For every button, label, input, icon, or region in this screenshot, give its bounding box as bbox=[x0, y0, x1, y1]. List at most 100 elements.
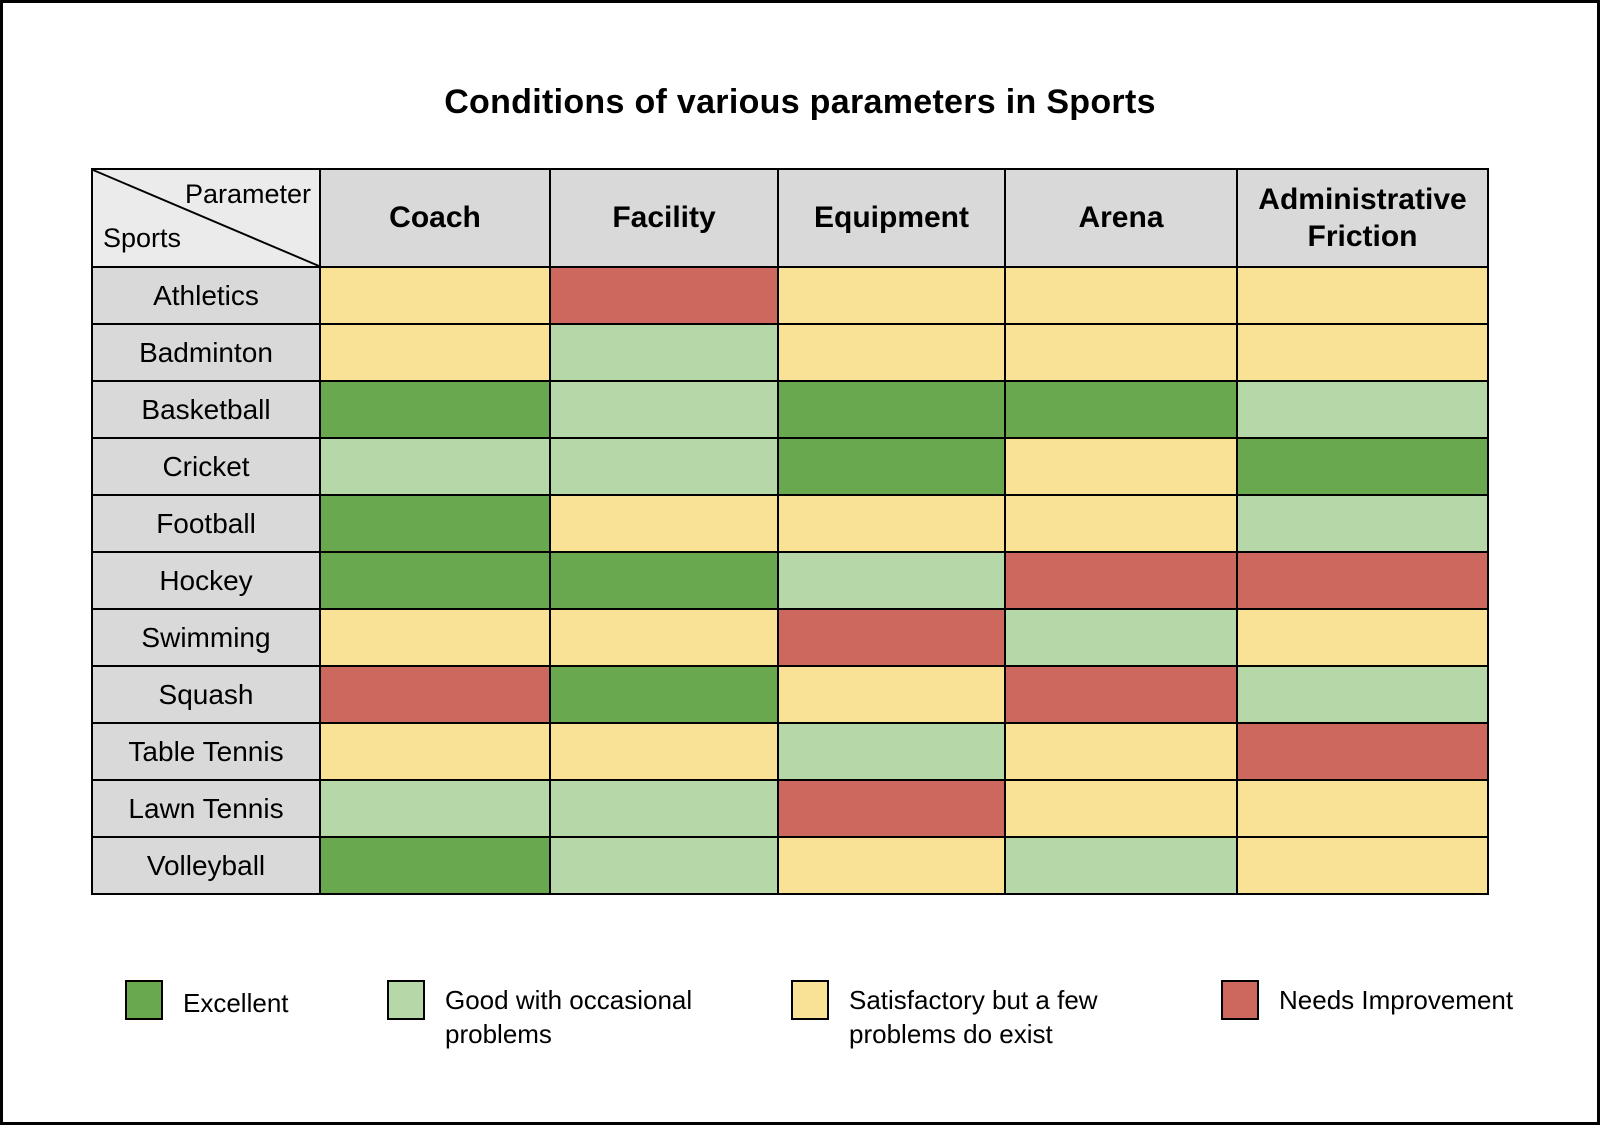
legend-item-needs-improvement: Needs Improvement bbox=[1221, 979, 1513, 1020]
legend: Excellent Good with occasional problems Sa… bbox=[125, 979, 1597, 1052]
cell-football-facility bbox=[549, 494, 779, 553]
col-header-administrative-friction: Administrative Friction bbox=[1236, 168, 1489, 268]
row-label-swimming: Swimming bbox=[91, 608, 321, 667]
cell-table-tennis-coach bbox=[319, 722, 551, 781]
chart-title: Conditions of various parameters in Spor… bbox=[444, 83, 1156, 121]
legend-label-satisfactory: Satisfactory but a few problems do exist bbox=[849, 985, 1098, 1049]
cell-squash-arena bbox=[1004, 665, 1238, 724]
legend-label-good: Good with occasional problems bbox=[445, 985, 693, 1049]
cell-badminton-equipment bbox=[777, 323, 1006, 382]
col-header-equipment: Equipment bbox=[777, 168, 1006, 268]
cell-basketball-arena bbox=[1004, 380, 1238, 439]
cell-athletics-administrative-friction bbox=[1236, 266, 1489, 325]
row-label-football: Football bbox=[91, 494, 321, 553]
legend-item-good: Good with occasional problems bbox=[387, 979, 791, 1052]
table-row: Volleyball bbox=[91, 836, 1489, 895]
cell-hockey-coach bbox=[319, 551, 551, 610]
cell-cricket-arena bbox=[1004, 437, 1238, 496]
cell-hockey-facility bbox=[549, 551, 779, 610]
cell-cricket-administrative-friction bbox=[1236, 437, 1489, 496]
table-row: Athletics bbox=[91, 266, 1489, 325]
table-row: Football bbox=[91, 494, 1489, 553]
row-label-hockey: Hockey bbox=[91, 551, 321, 610]
cell-athletics-facility bbox=[549, 266, 779, 325]
cell-squash-administrative-friction bbox=[1236, 665, 1489, 724]
cell-badminton-facility bbox=[549, 323, 779, 382]
cell-cricket-equipment bbox=[777, 437, 1006, 496]
cell-volleyball-coach bbox=[319, 836, 551, 895]
cell-squash-equipment bbox=[777, 665, 1006, 724]
cell-table-tennis-arena bbox=[1004, 722, 1238, 781]
cell-cricket-facility bbox=[549, 437, 779, 496]
cell-squash-facility bbox=[549, 665, 779, 724]
corner-header: Parameter Sports bbox=[91, 168, 321, 268]
table-row: Swimming bbox=[91, 608, 1489, 667]
row-label-lawn-tennis: Lawn Tennis bbox=[91, 779, 321, 838]
cell-basketball-coach bbox=[319, 380, 551, 439]
cell-cricket-coach bbox=[319, 437, 551, 496]
table-header: Parameter Sports Coach Facility Equipment A… bbox=[91, 168, 1489, 268]
table-row: Lawn Tennis bbox=[91, 779, 1489, 838]
cell-hockey-equipment bbox=[777, 551, 1006, 610]
row-label-athletics: Athletics bbox=[91, 266, 321, 325]
row-label-basketball: Basketball bbox=[91, 380, 321, 439]
legend-swatch-needs-improvement bbox=[1221, 980, 1259, 1020]
cell-volleyball-facility bbox=[549, 836, 779, 895]
table-row: Badminton bbox=[91, 323, 1489, 382]
col-header-arena: Arena bbox=[1004, 168, 1238, 268]
header-row: Parameter Sports Coach Facility Equipment A… bbox=[91, 168, 1489, 268]
cell-basketball-equipment bbox=[777, 380, 1006, 439]
cell-swimming-equipment bbox=[777, 608, 1006, 667]
legend-item-satisfactory: Satisfactory but a few problems do exist bbox=[791, 979, 1221, 1052]
cell-volleyball-administrative-friction bbox=[1236, 836, 1489, 895]
conditions-table: Parameter Sports Coach Facility Equipment A… bbox=[91, 168, 1489, 895]
cell-basketball-administrative-friction bbox=[1236, 380, 1489, 439]
row-label-cricket: Cricket bbox=[91, 437, 321, 496]
cell-badminton-administrative-friction bbox=[1236, 323, 1489, 382]
cell-table-tennis-administrative-friction bbox=[1236, 722, 1489, 781]
cell-volleyball-arena bbox=[1004, 836, 1238, 895]
legend-item-excellent: Excellent bbox=[125, 979, 387, 1021]
cell-swimming-administrative-friction bbox=[1236, 608, 1489, 667]
cell-badminton-arena bbox=[1004, 323, 1238, 382]
row-label-table-tennis: Table Tennis bbox=[91, 722, 321, 781]
cell-football-arena bbox=[1004, 494, 1238, 553]
table-body: Athletics Badminton Basketball Cricket Footb… bbox=[91, 266, 1489, 895]
cell-football-administrative-friction bbox=[1236, 494, 1489, 553]
row-label-squash: Squash bbox=[91, 665, 321, 724]
legend-swatch-satisfactory bbox=[791, 980, 829, 1020]
col-header-facility: Facility bbox=[549, 168, 779, 268]
cell-swimming-arena bbox=[1004, 608, 1238, 667]
legend-label-needs-improvement: Needs Improvement bbox=[1279, 985, 1514, 1015]
cell-lawn-tennis-coach bbox=[319, 779, 551, 838]
corner-label-parameter: Parameter bbox=[184, 179, 311, 209]
cell-volleyball-equipment bbox=[777, 836, 1006, 895]
cell-table-tennis-facility bbox=[549, 722, 779, 781]
row-label-volleyball: Volleyball bbox=[91, 836, 321, 895]
legend-swatch-excellent bbox=[125, 980, 163, 1020]
cell-squash-coach bbox=[319, 665, 551, 724]
table-row: Squash bbox=[91, 665, 1489, 724]
cell-lawn-tennis-arena bbox=[1004, 779, 1238, 838]
cell-athletics-arena bbox=[1004, 266, 1238, 325]
cell-athletics-coach bbox=[319, 266, 551, 325]
cell-table-tennis-equipment bbox=[777, 722, 1006, 781]
cell-lawn-tennis-facility bbox=[549, 779, 779, 838]
cell-lawn-tennis-administrative-friction bbox=[1236, 779, 1489, 838]
cell-athletics-equipment bbox=[777, 266, 1006, 325]
table-row: Cricket bbox=[91, 437, 1489, 496]
cell-football-coach bbox=[319, 494, 551, 553]
cell-hockey-arena bbox=[1004, 551, 1238, 610]
table-row: Table Tennis bbox=[91, 722, 1489, 781]
col-header-coach: Coach bbox=[319, 168, 551, 268]
table-row: Hockey bbox=[91, 551, 1489, 610]
corner-label-sports: Sports bbox=[103, 223, 182, 254]
cell-swimming-coach bbox=[319, 608, 551, 667]
cell-badminton-coach bbox=[319, 323, 551, 382]
table-row: Basketball bbox=[91, 380, 1489, 439]
diagonal-divider bbox=[93, 170, 319, 266]
cell-swimming-facility bbox=[549, 608, 779, 667]
cell-hockey-administrative-friction bbox=[1236, 551, 1489, 610]
legend-label-excellent: Excellent bbox=[183, 988, 289, 1018]
